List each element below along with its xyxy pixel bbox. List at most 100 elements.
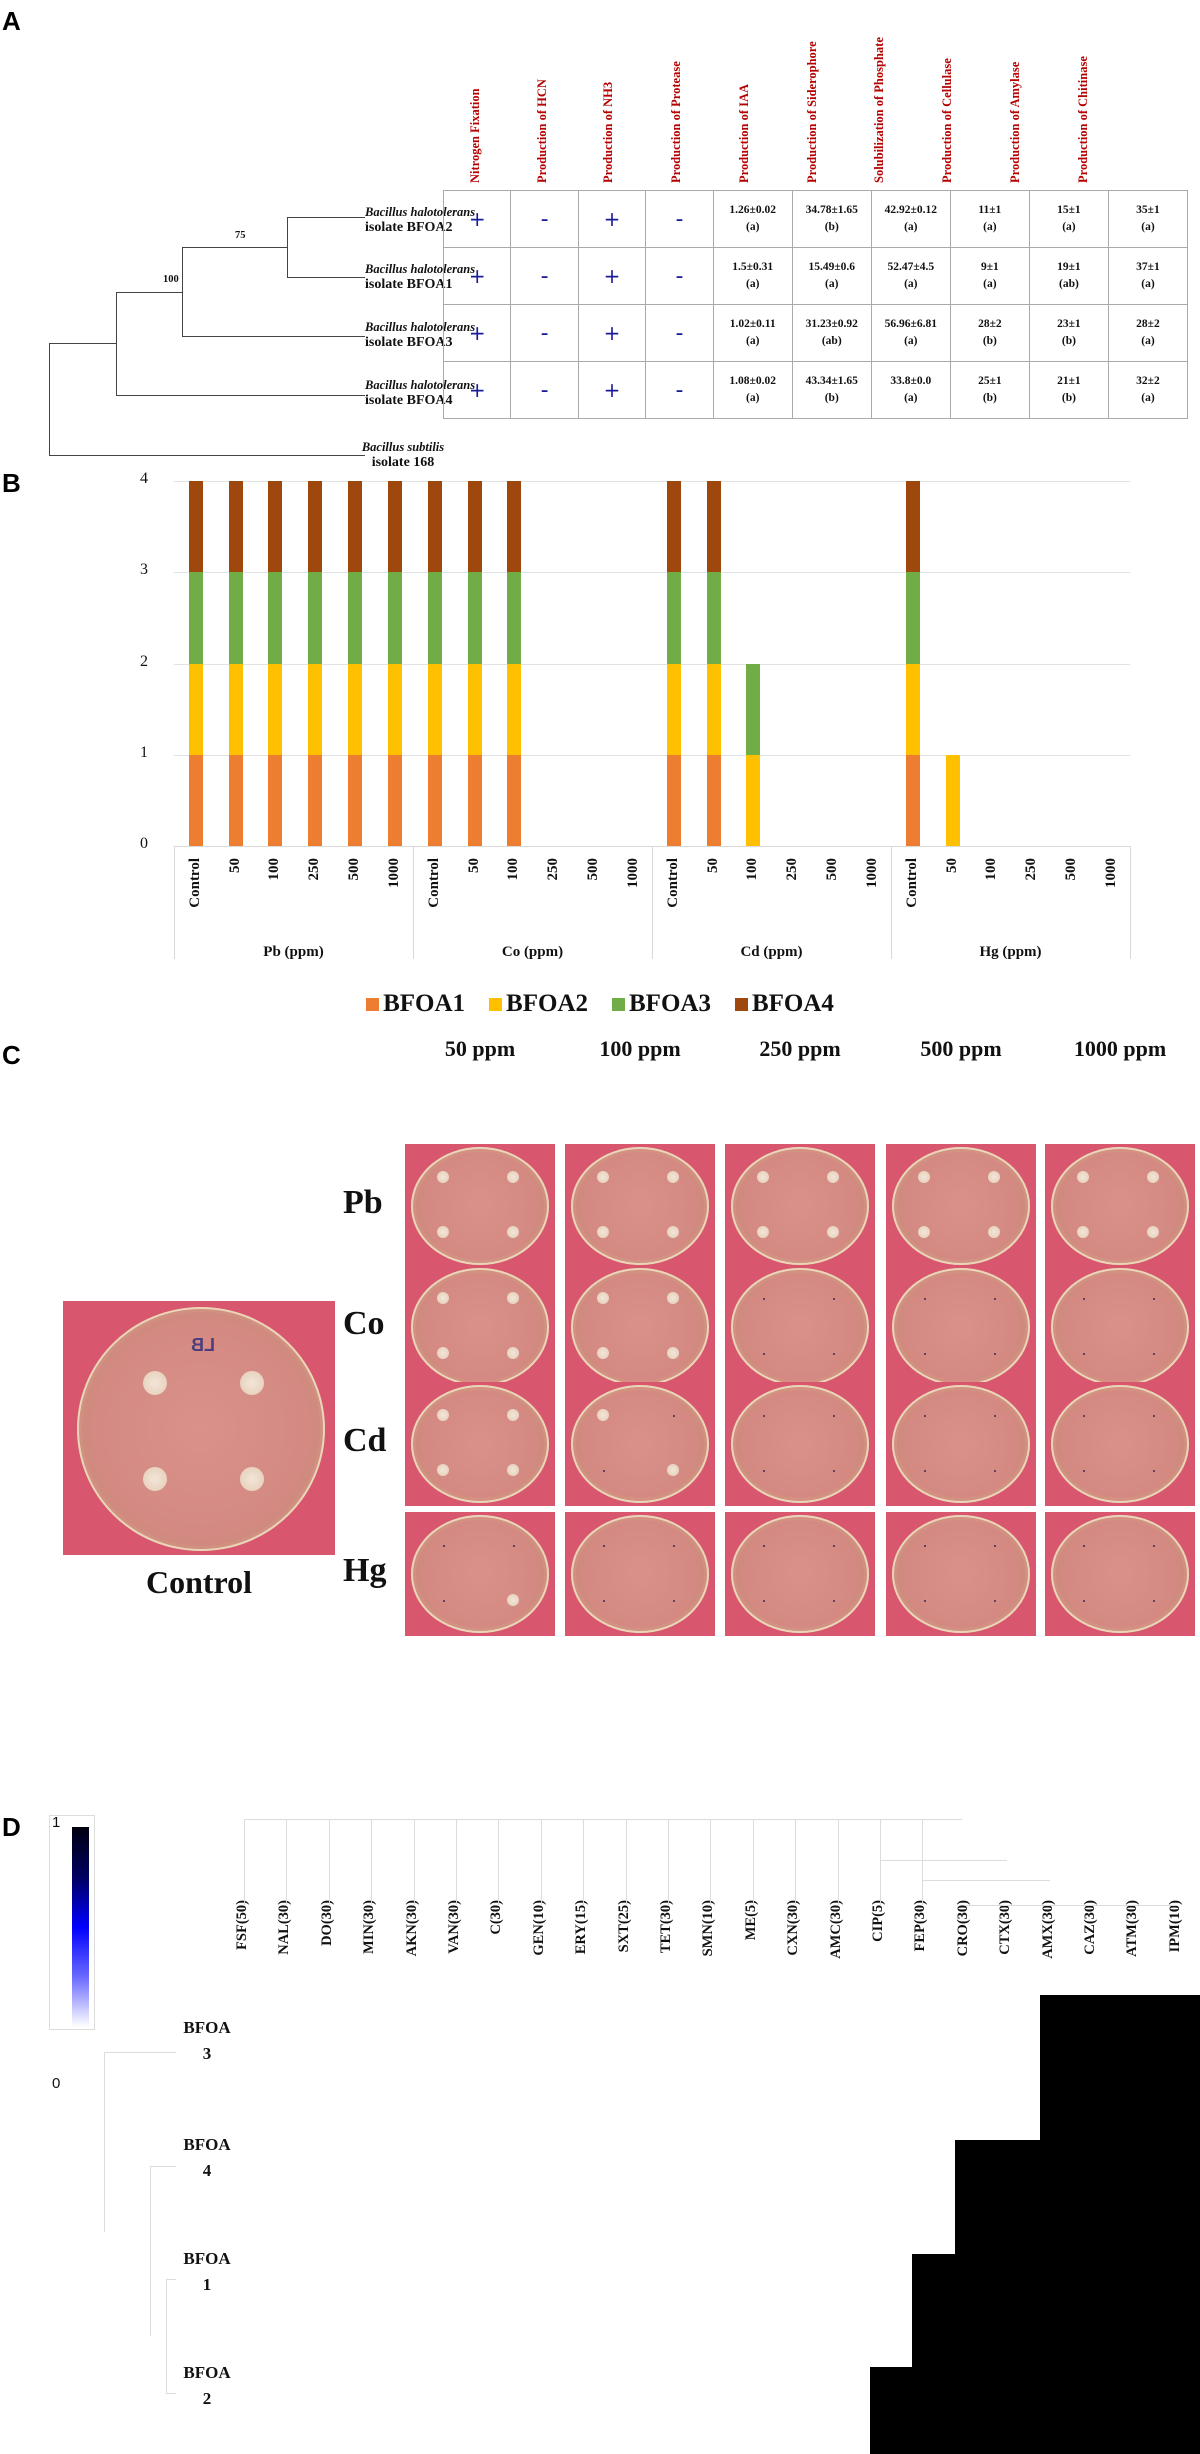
inoculation-mark — [1083, 1415, 1085, 1417]
x-axis-category: Control — [426, 858, 442, 908]
heatmap-cell-resistant — [997, 2254, 1041, 2368]
column-header: Production of Protease — [669, 61, 683, 183]
table-cell: + — [442, 304, 512, 362]
bacterial-colony — [507, 1347, 519, 1359]
table-cell: - — [645, 361, 714, 419]
x-axis-category: 100 — [505, 858, 522, 881]
dendrogram-branch — [456, 1819, 457, 1905]
bar-segment-bfoa2 — [428, 663, 442, 755]
petri-dish — [77, 1307, 325, 1551]
antibiotic-label: CTX(30) — [997, 1900, 1014, 1955]
bar-segment-bfoa2 — [945, 754, 960, 846]
bar-segment-bfoa4 — [308, 481, 323, 573]
y-axis-tick: 1 — [140, 743, 148, 761]
bar-segment-bfoa1 — [906, 754, 920, 846]
plate-photo — [886, 1144, 1036, 1268]
scale-min-label: 0 — [52, 2075, 61, 2092]
cell-value: 28±2 — [1136, 318, 1160, 330]
cell-group-letter: (a) — [1141, 221, 1155, 233]
inoculation-mark — [763, 1415, 765, 1417]
plate-photo — [405, 1144, 555, 1268]
legend-label: BFOA2 — [506, 990, 588, 1017]
x-axis-category: 1000 — [624, 858, 641, 888]
dendrogram-branch — [710, 1819, 712, 1905]
cell-group-letter: (b) — [1061, 392, 1076, 404]
column-header: Production of IAA — [737, 83, 751, 183]
bacterial-colony — [507, 1594, 519, 1606]
taxon-label: Bacillus subtilis isolate 168 — [358, 440, 448, 470]
bar-segment-bfoa2 — [347, 663, 362, 755]
isolate-row-label: BFOA 1 — [172, 2246, 242, 2298]
dendrogram-branch — [150, 2166, 151, 2336]
table-cell: 33.8±0.0 (a) — [870, 361, 951, 419]
row-label-prefix: BFOA — [183, 2135, 231, 2154]
x-axis-group-label: Cd (ppm) — [740, 944, 803, 960]
heatmap-cell-resistant — [954, 2140, 998, 2254]
y-axis-tick: 3 — [140, 561, 148, 579]
cell-group-letter: (a) — [904, 278, 918, 290]
table-cell: + — [442, 190, 512, 248]
petri-dish — [1051, 1147, 1189, 1265]
row-label-prefix: BFOA — [183, 2249, 231, 2268]
bacterial-colony — [240, 1371, 264, 1395]
bacterial-colony — [667, 1226, 679, 1238]
bacterial-colony — [437, 1226, 449, 1238]
antibiotic-label: ME(5) — [742, 1900, 759, 1941]
table-cell: 23±1 (b) — [1028, 304, 1109, 362]
bar-segment-bfoa4 — [387, 481, 402, 573]
bar-segment-bfoa1 — [507, 754, 522, 846]
bacterial-colony — [437, 1409, 449, 1421]
heatmap-cell-resistant — [954, 2254, 998, 2368]
bacterial-colony — [507, 1171, 519, 1183]
x-axis-category: 500 — [345, 858, 362, 881]
cell-group-letter: (b) — [824, 392, 839, 404]
axis-group-separator — [413, 846, 414, 959]
petri-dish — [731, 1147, 869, 1265]
plate-photo — [405, 1382, 555, 1506]
dendrogram-branch — [795, 1819, 797, 1905]
inoculation-mark — [673, 1600, 675, 1602]
cell-value: 1.08±0.02 — [729, 375, 776, 387]
legend-swatch-icon — [489, 997, 503, 1011]
bar-segment-bfoa3 — [746, 663, 761, 755]
table-cell: 1.08±0.02 (a) — [712, 361, 793, 419]
table-cell: + — [577, 361, 647, 419]
x-axis-category: 100 — [983, 858, 1000, 881]
petri-dish — [1051, 1515, 1189, 1633]
table-cell: 1.26±0.02 (a) — [712, 190, 793, 248]
legend-swatch-icon — [734, 997, 748, 1011]
table-cell: - — [645, 190, 714, 248]
heatmap-cell-resistant — [1166, 2140, 1200, 2254]
x-axis-group-label: Pb (ppm) — [263, 944, 324, 960]
bar-segment-bfoa2 — [189, 663, 203, 755]
plate-photo — [725, 1265, 875, 1389]
bacterial-colony — [667, 1292, 679, 1304]
column-header: Production of HCN — [534, 79, 549, 183]
dendrogram-branch — [583, 1819, 585, 1905]
bar-segment-bfoa4 — [268, 481, 283, 573]
petri-dish — [571, 1385, 709, 1503]
inoculation-mark — [994, 1353, 996, 1355]
petri-dish — [571, 1147, 709, 1265]
petri-dish — [411, 1268, 549, 1386]
bar-segment-bfoa3 — [268, 572, 283, 664]
bar-segment-bfoa1 — [467, 754, 482, 846]
table-cell: + — [442, 361, 512, 419]
cell-value: 33.8±0.0 — [890, 375, 932, 387]
dendrogram-branch — [922, 1819, 924, 1905]
y-axis-tick: 0 — [140, 835, 148, 852]
cell-value: 9±1 — [980, 261, 999, 273]
table-cell: 1.5±0.31 (a) — [712, 247, 793, 305]
table-cell: 32±2 (a) — [1107, 361, 1189, 419]
isolate-row-label: BFOA 3 — [172, 2015, 242, 2067]
metal-row-label: Cd — [343, 1422, 387, 1459]
table-cell: - — [645, 247, 714, 305]
inoculation-mark — [1153, 1600, 1155, 1602]
x-axis-group-label: Hg (ppm) — [979, 944, 1042, 960]
isolate-row-label: BFOA 4 — [172, 2132, 242, 2184]
cell-group-letter: (a) — [1141, 278, 1155, 290]
bar-segment-bfoa2 — [667, 663, 681, 755]
axis-group-separator — [652, 846, 653, 959]
antibiotic-label: ERY(15) — [573, 1900, 590, 1955]
bacterial-colony — [143, 1467, 167, 1491]
